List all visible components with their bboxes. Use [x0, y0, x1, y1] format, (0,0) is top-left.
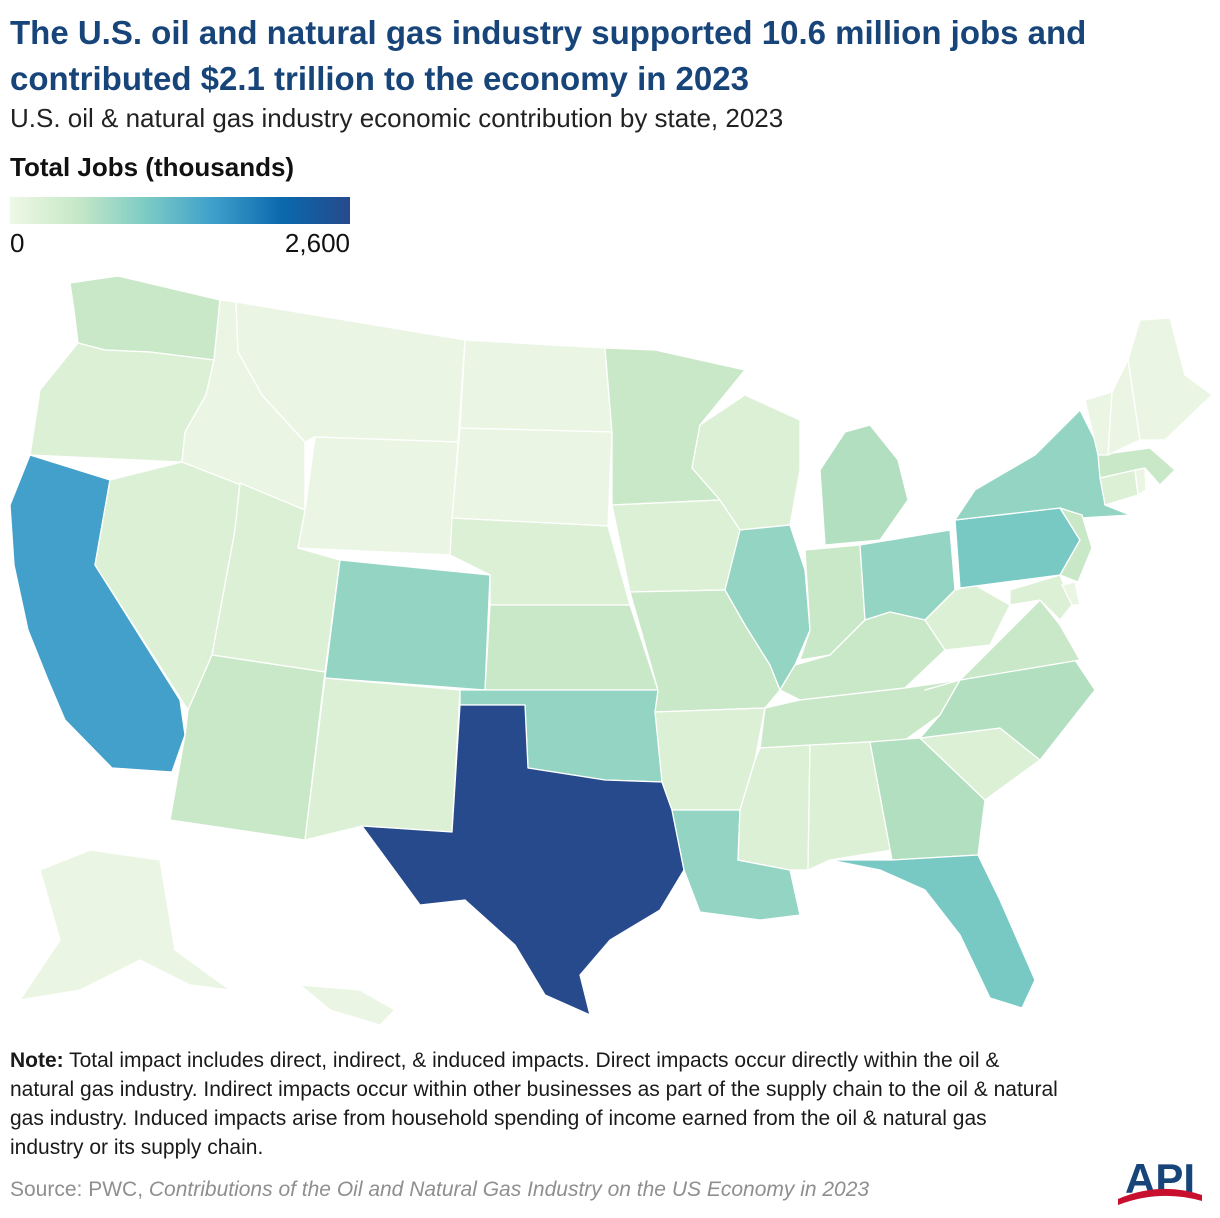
state-massachusetts: [1097, 447, 1176, 486]
state-alaska: [19, 849, 231, 1001]
state-wisconsin: [691, 394, 801, 531]
state-arizona: [169, 654, 326, 841]
source-prefix: Source: PWC,: [10, 1178, 149, 1201]
state-georgia: [869, 737, 986, 861]
state-maine: [1127, 317, 1213, 441]
state-new-mexico: [304, 677, 461, 841]
state-kansas: [484, 604, 659, 691]
state-maryland: [1009, 574, 1073, 621]
state-florida: [829, 854, 1036, 1009]
state-virginia: [924, 599, 1081, 691]
state-michigan: [819, 424, 909, 546]
state-texas: [361, 704, 685, 1016]
source: Source: PWC, Contributions of the Oil an…: [10, 1178, 869, 1202]
api-logo: API: [1118, 1155, 1202, 1205]
state-iowa: [611, 499, 746, 593]
chart-title: The U.S. oil and natural gas industry su…: [10, 14, 1087, 97]
legend-color-scale: [10, 197, 350, 224]
logo-swoosh: [1118, 1188, 1202, 1205]
us-map: [9, 275, 1213, 1026]
state-hawaii: [299, 984, 396, 1026]
state-delaware: [1061, 581, 1081, 606]
state-south-dakota: [451, 427, 613, 527]
state-north-dakota: [459, 339, 613, 433]
chart-subtitle: U.S. oil & natural gas industry economic…: [10, 103, 784, 133]
state-wyoming: [297, 436, 459, 556]
note-label: Note:: [10, 1049, 64, 1072]
source-title: Contributions of the Oil and Natural Gas…: [148, 1178, 870, 1201]
legend-min-label: 0: [10, 228, 25, 258]
state-colorado: [324, 559, 491, 691]
legend-max-label: 2,600: [284, 228, 350, 258]
note: Note: Total impact includes direct, indi…: [10, 1046, 1060, 1162]
state-alabama: [807, 741, 893, 871]
state-new-jersey: [1059, 507, 1093, 583]
state-new-york: [954, 409, 1131, 521]
note-text: Total impact includes direct, indirect, …: [10, 1049, 1058, 1159]
legend-title: Total Jobs (thousands): [10, 152, 295, 182]
